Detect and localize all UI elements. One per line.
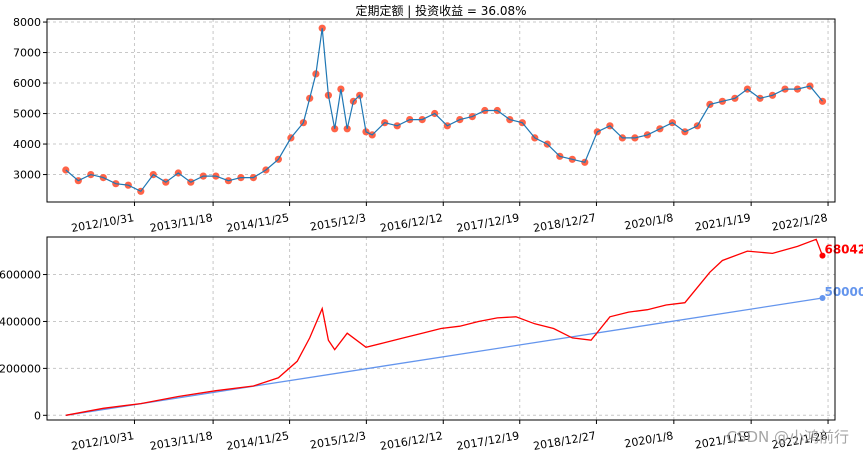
x-tick-label: 2020/1/8	[623, 429, 674, 450]
y-tick-label: 400000	[0, 315, 41, 328]
x-tick-label: 2012/10/31	[70, 211, 135, 235]
invest-end-label: 500000.00	[824, 285, 863, 299]
value-series	[65, 238, 824, 416]
y-tick-label: 8000	[13, 16, 41, 29]
x-tick-label: 2016/12/12	[379, 429, 444, 453]
y-tick-label: 200000	[0, 362, 41, 375]
price-chart-x-ticks: 2012/10/31 2013/11/18 2014/11/25 2015/12/3 2…	[70, 202, 829, 235]
value-chart-y-ticks: 0 200000 400000 600000	[0, 269, 47, 422]
x-tick-label: 2013/11/18	[149, 429, 214, 453]
watermark: CSDN @小鸿前行	[726, 428, 849, 446]
x-tick-label: 2022/1/28	[771, 211, 829, 234]
y-tick-label: 6000	[13, 77, 41, 90]
y-tick-label: 0	[34, 409, 41, 422]
invest-line	[65, 297, 823, 416]
y-tick-label: 5000	[13, 108, 41, 121]
value-chart-x-ticks: 2012/10/31 2013/11/18 2014/11/25 2015/12/3 2…	[70, 420, 829, 453]
x-tick-label: 2016/12/12	[379, 211, 444, 235]
x-tick-label: 2014/11/25	[225, 211, 290, 235]
x-tick-label: 2017/12/19	[456, 211, 521, 235]
x-tick-label: 2014/11/25	[225, 429, 290, 453]
y-tick-label: 4000	[13, 138, 41, 151]
value-chart-grid	[47, 237, 835, 420]
x-tick-label: 2018/12/27	[532, 211, 597, 235]
invest-end-point	[819, 295, 826, 301]
value-end-label: 680424.75	[824, 243, 863, 257]
y-tick-label: 7000	[13, 47, 41, 60]
value-chart-frame	[46, 236, 836, 421]
x-tick-label: 2021/1/19	[694, 211, 752, 234]
price-chart-y-ticks: 3000 4000 5000 6000 7000 8000	[13, 16, 47, 182]
price-chart-title: 定期定额 | 投资收益 = 36.08%	[355, 3, 526, 18]
x-tick-label: 2017/12/19	[456, 429, 521, 453]
x-tick-label: 2018/12/27	[532, 429, 597, 453]
value-end-labels: 680424.75 500000.00	[819, 243, 863, 301]
x-tick-label: 2012/10/31	[70, 429, 135, 453]
x-tick-label: 2020/1/8	[623, 211, 674, 232]
y-tick-label: 600000	[0, 269, 41, 282]
value-line	[65, 238, 824, 416]
x-tick-label: 2015/12/3	[309, 211, 367, 234]
price-chart-frame	[46, 18, 836, 203]
x-tick-label: 2015/12/3	[309, 429, 367, 452]
price-chart: 定期定额 | 投资收益 = 36.08% 3000 4000 5000 6000 700…	[13, 3, 836, 235]
value-end-point	[819, 252, 826, 259]
value-chart: 0 200000 400000 600000 2012/10/31 2013/11/18…	[0, 236, 863, 453]
x-tick-label: 2013/11/18	[149, 211, 214, 235]
price-chart-grid	[47, 19, 835, 202]
price-line	[65, 28, 823, 193]
y-tick-label: 3000	[13, 169, 41, 182]
price-series	[62, 24, 827, 195]
